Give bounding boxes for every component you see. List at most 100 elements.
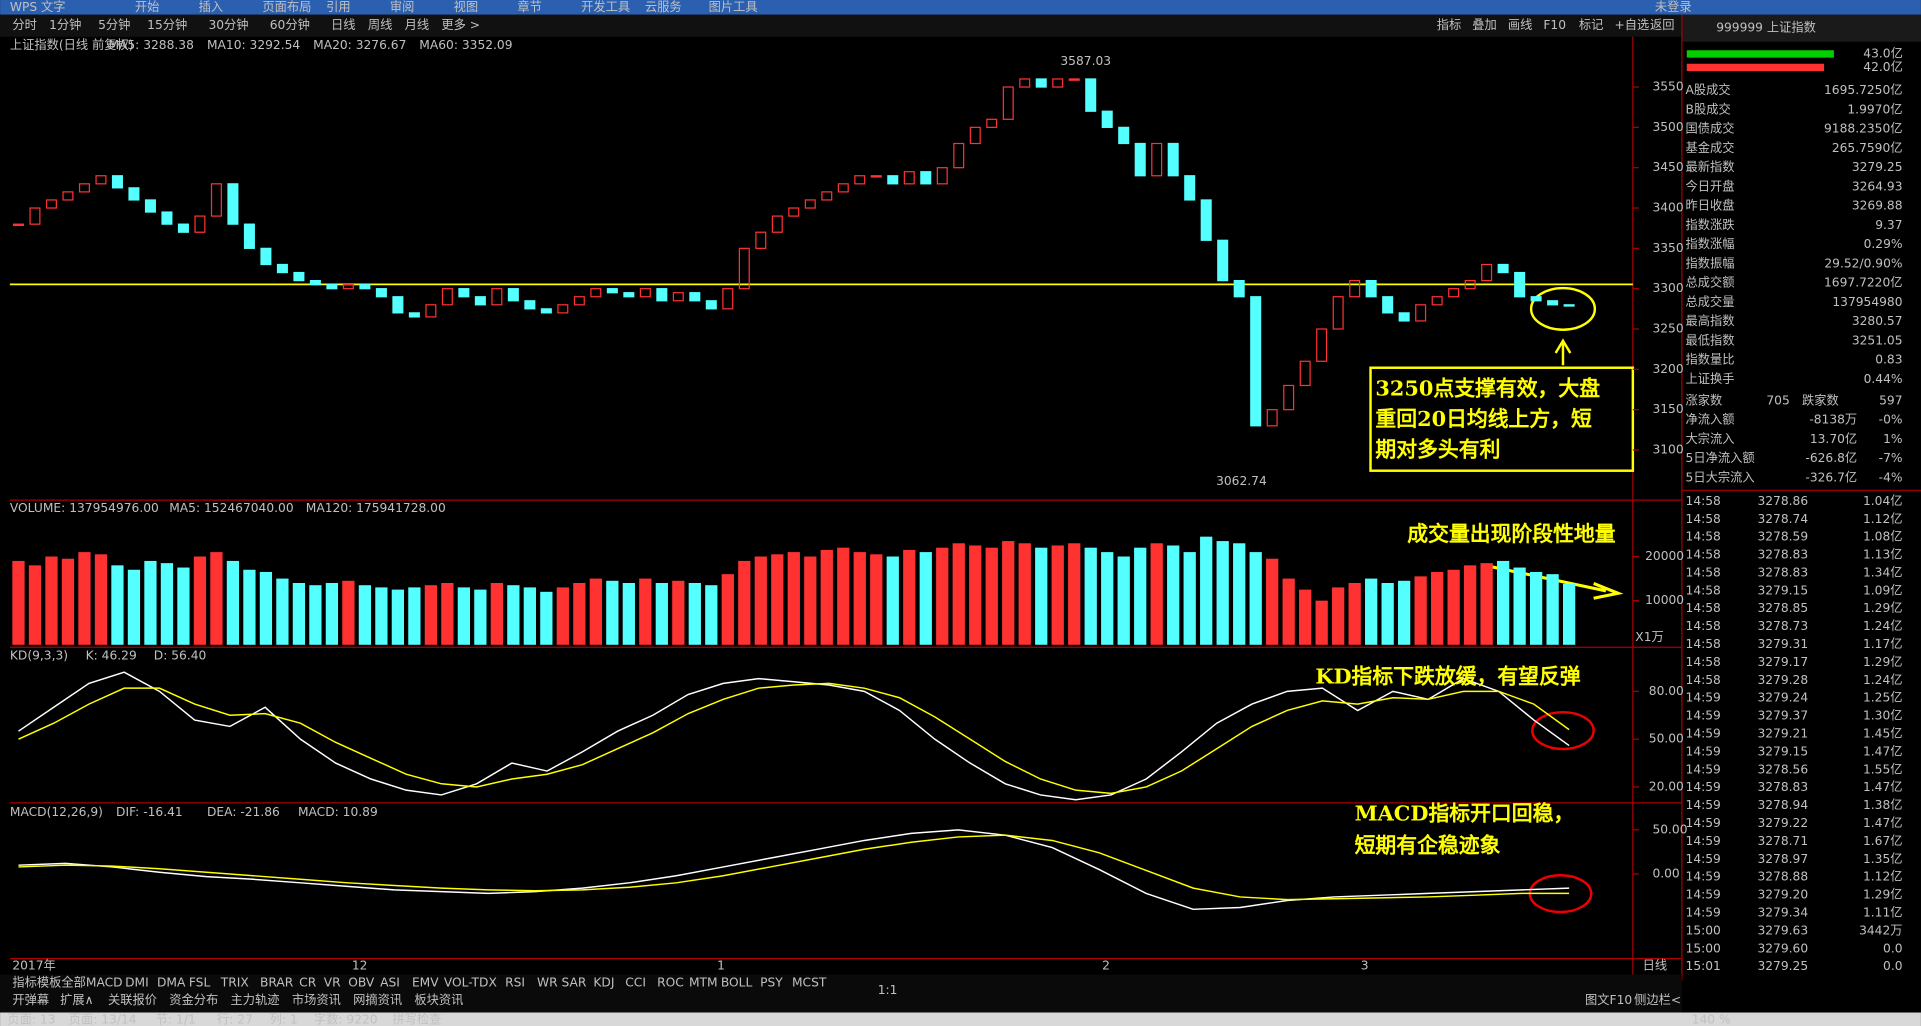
candle bbox=[557, 304, 569, 314]
candle bbox=[722, 288, 734, 310]
bottom-tab[interactable]: 市场资讯 bbox=[292, 992, 341, 1007]
bottom-tab[interactable]: 扩展∧ bbox=[60, 993, 93, 1007]
indicator-tab[interactable]: MTM bbox=[689, 976, 718, 990]
dea-line bbox=[18, 834, 1570, 901]
indicator-tab[interactable]: ASI bbox=[380, 976, 400, 990]
volume-bar bbox=[1365, 578, 1378, 645]
tick-volume: 1.38亿 bbox=[1863, 797, 1903, 812]
candle bbox=[1217, 239, 1229, 282]
volume-bar bbox=[556, 587, 569, 645]
period-tab[interactable]: 分时 bbox=[12, 18, 36, 32]
titlebar bbox=[0, 0, 1921, 15]
tool-button[interactable]: 画线 bbox=[1508, 18, 1532, 32]
volume-bar bbox=[226, 560, 240, 645]
indicator-tab[interactable]: OBV bbox=[348, 976, 375, 990]
volume-bar bbox=[193, 556, 207, 645]
price-tick: 3300 bbox=[1652, 281, 1683, 295]
candle bbox=[227, 183, 239, 225]
indicator-tab[interactable]: 全部 bbox=[61, 975, 86, 990]
period-tab[interactable]: 日线 bbox=[331, 18, 356, 32]
period-tab[interactable]: 更多 > bbox=[441, 18, 480, 32]
annotation: 重回20日均线上方，短 bbox=[1375, 406, 1592, 431]
period-tab[interactable]: 1分钟 bbox=[49, 17, 81, 32]
indicator-tab[interactable]: BRAR bbox=[260, 976, 294, 990]
period-tab[interactable]: 月线 bbox=[405, 18, 430, 32]
tick-time: 14:58 bbox=[1686, 512, 1721, 526]
annotation: 成交量出现阶段性地量 bbox=[1407, 521, 1615, 546]
bottom-tab[interactable]: 网摘资讯 bbox=[353, 992, 402, 1007]
tool-button[interactable]: F10 bbox=[1543, 18, 1566, 32]
date-label: 2 bbox=[1102, 958, 1110, 972]
period-tab[interactable]: 60分钟 bbox=[270, 17, 310, 32]
volume-tick: 20000 bbox=[1645, 549, 1684, 563]
candle bbox=[1464, 279, 1476, 290]
indicator-tab[interactable]: EMV bbox=[412, 976, 439, 990]
bottom-tab[interactable]: 关联报价 bbox=[108, 992, 157, 1007]
indicator-tab[interactable]: WR bbox=[537, 976, 558, 990]
tick-volume: 1.29亿 bbox=[1863, 600, 1903, 615]
candle bbox=[243, 223, 255, 249]
volume-bar bbox=[919, 552, 932, 645]
tick-volume: 1.29亿 bbox=[1863, 887, 1903, 902]
side-button[interactable]: 图文F10 bbox=[1585, 992, 1632, 1007]
candle bbox=[326, 284, 338, 290]
candle bbox=[1068, 78, 1080, 81]
indicator-tab[interactable]: VR bbox=[324, 976, 341, 990]
bottom-tab[interactable]: 资金分布 bbox=[169, 992, 218, 1007]
indicator-tab[interactable]: DMI bbox=[125, 976, 149, 990]
candle bbox=[1233, 279, 1245, 298]
volume-bar bbox=[1266, 558, 1279, 645]
indicator-tab[interactable]: TRIX bbox=[220, 976, 250, 990]
indicator-tab[interactable]: 模板 bbox=[37, 976, 62, 990]
bottom-tab[interactable]: 板块资讯 bbox=[414, 993, 463, 1007]
quote-value: 0.44% bbox=[1864, 372, 1903, 386]
candle bbox=[458, 288, 470, 298]
indicator-tab[interactable]: MCST bbox=[792, 976, 827, 990]
indicator-tab[interactable]: FSL bbox=[189, 976, 211, 990]
bottom-tab[interactable]: 开弹幕 bbox=[12, 993, 49, 1007]
date-label: 1 bbox=[717, 958, 725, 972]
quote-label: A股成交 bbox=[1686, 82, 1731, 97]
tick-price: 3278.56 bbox=[1757, 762, 1808, 776]
tool-button[interactable]: 叠加 bbox=[1472, 18, 1497, 32]
indicator-tab[interactable]: CCI bbox=[625, 976, 646, 990]
side-button[interactable]: 侧边栏< bbox=[1634, 992, 1681, 1007]
low-label: 3062.74 bbox=[1216, 474, 1267, 488]
tool-button[interactable]: +自选 bbox=[1614, 18, 1649, 32]
toolbar bbox=[0, 14, 1682, 37]
volume-bar bbox=[78, 552, 91, 645]
indicator-tab[interactable]: SAR bbox=[562, 976, 587, 990]
volume-bar bbox=[606, 580, 619, 645]
period-tab[interactable]: 30分钟 bbox=[208, 17, 248, 32]
volume-bar bbox=[160, 563, 174, 645]
tick-time: 14:59 bbox=[1686, 744, 1721, 758]
candle bbox=[1481, 263, 1493, 282]
indicator-tab[interactable]: RSI bbox=[505, 976, 525, 990]
flow-value: -7% bbox=[1879, 451, 1903, 465]
indicator-tab[interactable]: 指标 bbox=[12, 975, 36, 990]
quote-value: 3279.25 bbox=[1852, 160, 1903, 174]
indicator-tab[interactable]: BOLL bbox=[721, 976, 753, 990]
tick-price: 3278.97 bbox=[1757, 852, 1808, 866]
indicator-tab[interactable]: DMA bbox=[157, 976, 186, 990]
period-label: 日线 bbox=[1643, 958, 1668, 972]
candle bbox=[507, 288, 519, 302]
period-tab[interactable]: 周线 bbox=[368, 18, 393, 32]
volume-bar bbox=[1249, 552, 1262, 645]
indicator-tab[interactable]: PSY bbox=[760, 976, 783, 990]
bottom-tab[interactable]: 主力轨迹 bbox=[231, 993, 280, 1007]
indicator-tab[interactable]: VOL-TDX bbox=[444, 976, 498, 990]
indicator-tab[interactable]: ROC bbox=[657, 976, 684, 990]
period-tab[interactable]: 15分钟 bbox=[147, 17, 187, 32]
indicator-tab[interactable]: MACD bbox=[86, 976, 123, 990]
volume-bar bbox=[358, 585, 372, 645]
tool-button[interactable]: 返回 bbox=[1650, 18, 1675, 32]
tool-button[interactable]: 标记 bbox=[1579, 18, 1604, 32]
indicator-tab[interactable]: KDJ bbox=[593, 976, 614, 990]
tool-button[interactable]: 指标 bbox=[1437, 17, 1462, 32]
period-tab[interactable]: 5分钟 bbox=[98, 17, 130, 32]
indicator-tab[interactable]: CR bbox=[299, 976, 317, 990]
highlight-circle bbox=[1531, 710, 1595, 751]
annotation-box bbox=[1369, 366, 1635, 472]
